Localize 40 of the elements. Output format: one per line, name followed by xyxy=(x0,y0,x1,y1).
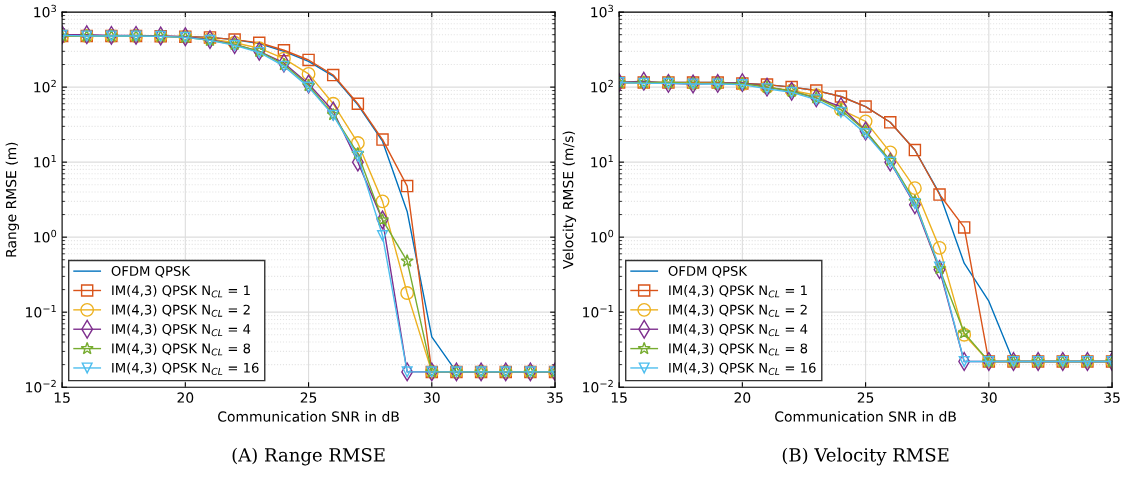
y-tick-label: 10$^{0}$ xyxy=(34,229,57,243)
y-tick-label: 10$^{−1}$ xyxy=(583,304,613,318)
x-tick-label: 30 xyxy=(424,392,440,403)
y-tick-label: 10$^{2}$ xyxy=(591,79,613,93)
legend-label: IM(4,3) QPSK N$_{CL}$ = 8 xyxy=(669,343,808,356)
x-tick-label: 25 xyxy=(857,392,874,403)
legend-label: OFDM QPSK xyxy=(111,265,191,278)
y-tick-label: 10$^{−2}$ xyxy=(583,379,613,393)
y-tick-label: 10$^{2}$ xyxy=(34,79,56,93)
legend-label: IM(4,3) QPSK N$_{CL}$ = 8 xyxy=(112,343,251,356)
x-tick-label: 20 xyxy=(734,392,751,403)
y-tick-label: 10$^{−2}$ xyxy=(26,379,56,393)
y-axis-title: Range RMSE (m) xyxy=(5,142,20,257)
legend-label: IM(4,3) QPSK N$_{CL}$ = 2 xyxy=(112,304,250,317)
legend-label: IM(4,3) QPSK N$_{CL}$ = 2 xyxy=(669,304,807,317)
y-tick-label: 10$^{0}$ xyxy=(591,229,614,243)
x-tick-label: 25 xyxy=(300,392,317,403)
legend-label: IM(4,3) QPSK N$_{CL}$ = 16 xyxy=(669,362,816,375)
x-axis-title: Communication SNR in dB xyxy=(218,411,399,422)
legend-label: IM(4,3) QPSK N$_{CL}$ = 16 xyxy=(112,362,259,375)
y-tick-label: 10$^{−1}$ xyxy=(26,304,56,318)
x-tick-label: 20 xyxy=(177,392,194,403)
x-tick-label: 15 xyxy=(54,392,70,403)
y-tick-label: 10$^{3}$ xyxy=(34,4,56,18)
x-axis-title: Communication SNR in dB xyxy=(775,411,956,422)
y-axis-title: Velocity RMSE (m/s) xyxy=(562,131,577,269)
x-tick-label: 35 xyxy=(1104,392,1120,403)
legend-label: IM(4,3) QPSK N$_{CL}$ = 1 xyxy=(112,285,250,298)
y-tick-label: 10$^{3}$ xyxy=(591,4,614,18)
y-tick-label: 10$^{1}$ xyxy=(591,154,613,168)
text: (B) Velocity RMSE xyxy=(782,447,949,466)
legend-label: IM(4,3) QPSK N$_{CL}$ = 1 xyxy=(669,285,807,298)
legend-label: IM(4,3) QPSK N$_{CL}$ = 4 xyxy=(669,323,808,337)
x-tick-label: 30 xyxy=(981,392,997,403)
x-tick-label: 15 xyxy=(611,392,627,403)
text: (A) Range RMSE xyxy=(232,447,385,466)
legend-label: OFDM QPSK xyxy=(668,265,748,278)
legend-label: IM(4,3) QPSK N$_{CL}$ = 4 xyxy=(112,323,251,337)
x-tick-label: 35 xyxy=(547,392,563,403)
y-tick-label: 10$^{1}$ xyxy=(34,154,56,168)
